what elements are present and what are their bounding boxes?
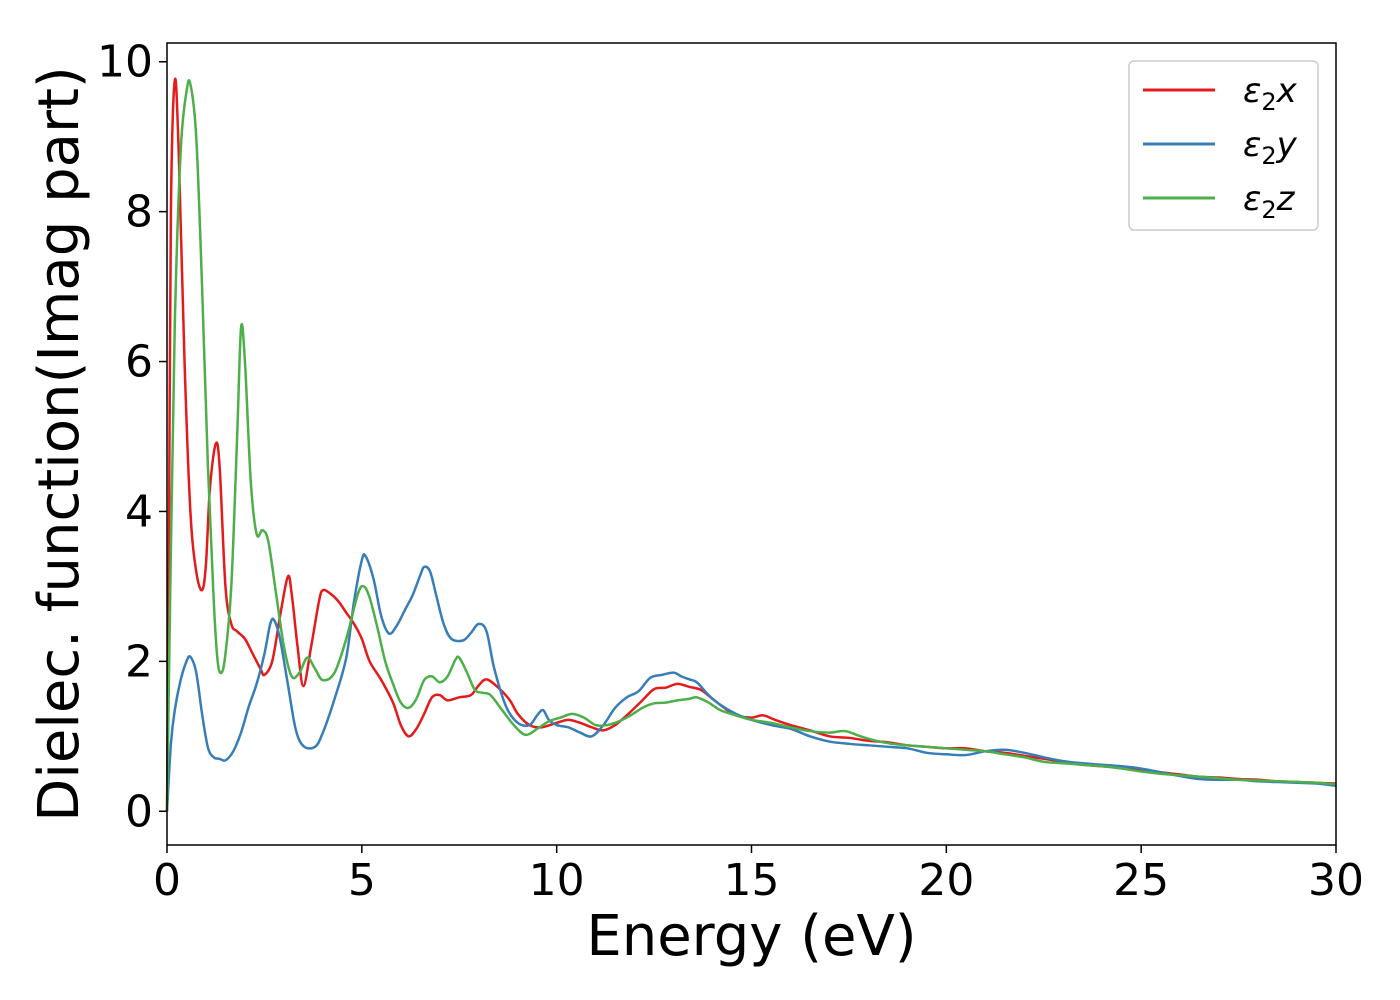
series-line-y — [165, 553, 1337, 812]
y-tick-label: 8 — [125, 187, 153, 238]
legend-label-x: ε2x — [1243, 71, 1298, 116]
x-tick-label: 15 — [724, 855, 780, 906]
x-tick-label: 20 — [918, 855, 974, 906]
x-axis-label: Energy (eV) — [586, 904, 916, 969]
legend-label-z: ε2z — [1243, 179, 1296, 224]
x-axis-ticks: 0 5 10 15 20 25 30 — [153, 845, 1364, 906]
y-tick-label: 6 — [125, 337, 153, 388]
legend-label-y: ε2y — [1243, 125, 1298, 170]
y-axis-ticks: 0 2 4 6 8 10 — [97, 37, 167, 837]
legend-box — [1128, 60, 1319, 231]
x-tick-label: 0 — [153, 855, 181, 906]
y-axis-label: Dielec. function(Imag part) — [27, 66, 92, 822]
series-layer — [165, 77, 1337, 812]
legend: ε2x ε2y ε2z — [1128, 60, 1319, 231]
x-tick-label: 5 — [348, 855, 376, 906]
series-line-z — [165, 79, 1337, 812]
x-tick-label: 25 — [1113, 855, 1169, 906]
x-tick-label: 10 — [529, 855, 585, 906]
x-tick-label: 30 — [1308, 855, 1364, 906]
y-tick-label: 10 — [97, 37, 153, 88]
y-tick-label: 2 — [125, 636, 153, 687]
y-tick-label: 0 — [125, 786, 153, 837]
y-tick-label: 4 — [125, 486, 153, 537]
